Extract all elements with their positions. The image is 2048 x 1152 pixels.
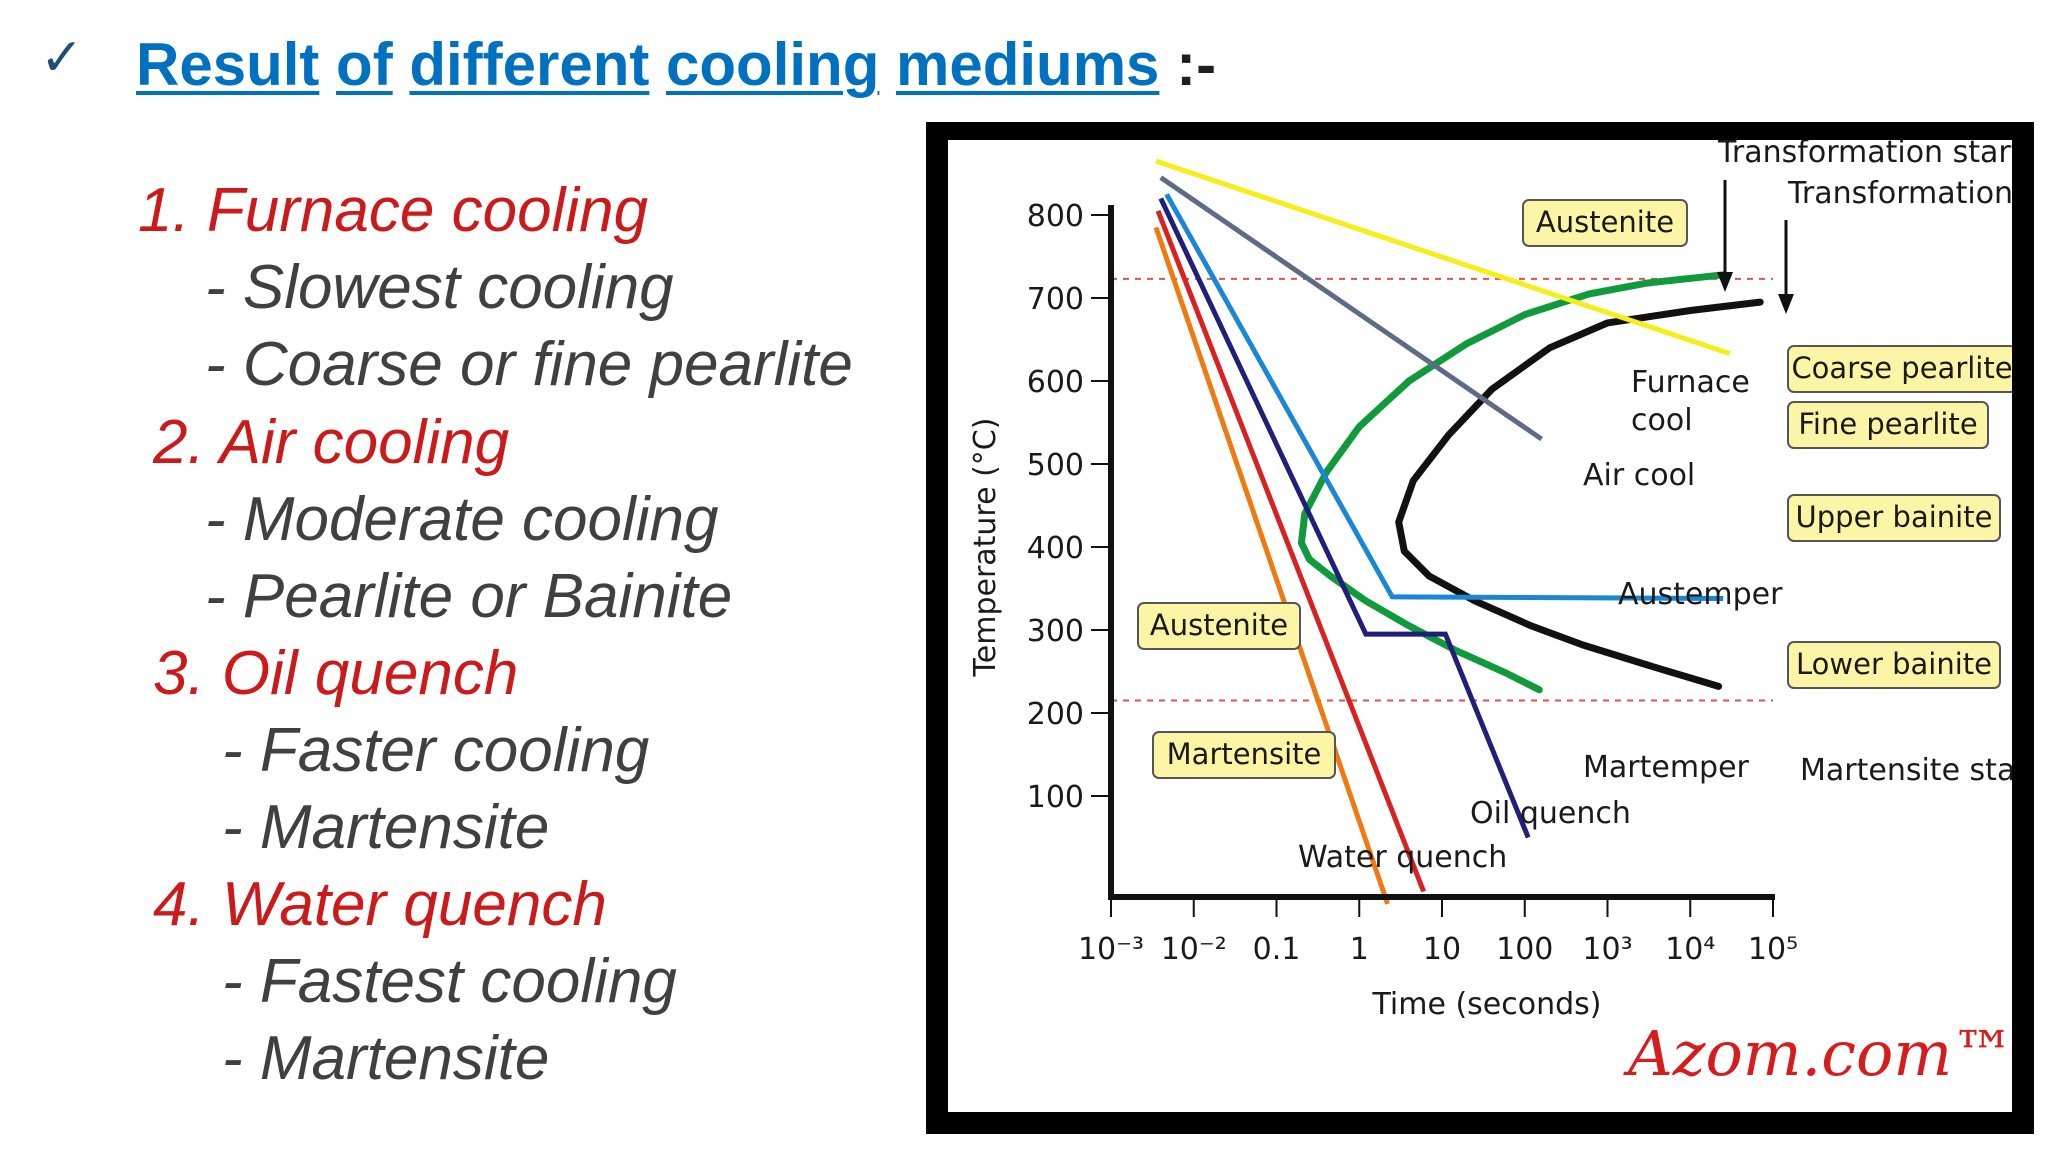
phase-box <box>1152 731 1336 779</box>
list-item-label: 2. Air cooling <box>153 408 510 477</box>
title-word: of <box>336 31 393 98</box>
phase-box <box>1137 602 1301 650</box>
cooling-series-line <box>1158 197 1531 839</box>
phase-box-label: Austenite <box>1150 608 1288 642</box>
list-item-point: - Fastest cooling <box>222 947 677 1016</box>
x-tick-label: 10 <box>1423 932 1461 967</box>
y-tick-label: 500 <box>1027 448 1084 483</box>
title-word: mediums <box>896 31 1160 98</box>
line-label: Martensite start <box>1800 753 2012 788</box>
x-tick-label: 0.1 <box>1253 932 1301 967</box>
line-label: Water quench <box>1298 840 1507 875</box>
list-item-label: 4. Water quench <box>153 870 607 939</box>
x-tick-label: 10³ <box>1582 932 1632 967</box>
cct-diagram-frame: 100 200 300 400 500 600 700 800 10⁻³ 10⁻² 0.1 1 10 10… <box>926 122 2034 1134</box>
list-item-label: 1. Furnace cooling <box>138 176 649 245</box>
y-axis-title: Temperature (°C) <box>968 418 1003 678</box>
phase-box <box>1522 199 1688 247</box>
cooling-series-line <box>1155 209 1426 893</box>
title-suffix: :- <box>1176 31 1217 98</box>
phase-box-label: Fine pearlite <box>1798 407 1977 441</box>
x-tick-label: 1 <box>1350 932 1369 967</box>
y-tick-label: 700 <box>1027 282 1084 317</box>
arrow-head <box>1717 272 1733 292</box>
line-label: Furnace <box>1631 365 1750 400</box>
cooling-series-line <box>1155 158 1731 356</box>
list-item-point: - Faster cooling <box>222 716 650 785</box>
line-label: Transformation start <box>1717 140 2012 170</box>
line-label: Oil quench <box>1470 796 1631 831</box>
phase-box-label: Lower bainite <box>1796 647 1992 681</box>
slide-title: Result of different cooling mediums :- <box>136 30 1216 99</box>
line-label: Air cool <box>1583 458 1695 493</box>
cooling-series-line <box>1159 175 1544 442</box>
x-tick-label: 100 <box>1496 932 1553 967</box>
phase-box-label: Upper bainite <box>1796 500 1993 534</box>
title-word: different <box>409 31 650 98</box>
phase-box-label: Austenite <box>1536 205 1674 239</box>
list-item-point: - Moderate cooling <box>205 485 719 554</box>
line-label: Transformation end <box>1787 176 2012 211</box>
phase-box <box>1787 494 2001 542</box>
phase-box <box>1787 345 2012 393</box>
list-item-point: - Pearlite or Bainite <box>205 562 733 631</box>
azom-watermark: Azom.com™ <box>1623 1017 2012 1090</box>
phase-box-label: Coarse pearlite <box>1791 351 2012 385</box>
phase-box <box>1787 641 2001 689</box>
checkmark-icon: ✓ <box>40 28 84 88</box>
list-item-label: 3. Oil quench <box>153 639 519 708</box>
x-axis-title: Time (seconds) <box>1372 987 1602 1022</box>
y-tick-label: 100 <box>1027 780 1084 815</box>
list-item-point: - Martensite <box>222 1024 550 1093</box>
x-tick-label: 10⁻³ <box>1078 932 1144 967</box>
phase-box-label: Martensite <box>1167 737 1322 771</box>
y-tick-label: 200 <box>1027 697 1084 732</box>
cct-diagram: 100 200 300 400 500 600 700 800 10⁻³ 10⁻² 0.1 1 10 10… <box>948 140 2012 1112</box>
chart-background <box>948 140 2012 1112</box>
title-word: Result <box>136 31 320 98</box>
cooling-series-line <box>1153 226 1390 905</box>
arrow-head <box>1778 294 1794 314</box>
phase-box <box>1787 401 1989 449</box>
x-tick-label: 10⁴ <box>1665 932 1715 967</box>
y-tick-label: 600 <box>1027 365 1084 400</box>
x-tick-label: 10⁻² <box>1161 932 1227 967</box>
title-word: cooling <box>666 31 880 98</box>
transformation-curve <box>1395 298 1764 690</box>
list-item-point: - Slowest cooling <box>205 253 674 322</box>
list-item-point: - Coarse or fine pearlite <box>205 330 853 399</box>
x-tick-label: 10⁵ <box>1748 932 1798 967</box>
list-item-point: - Martensite <box>222 793 550 862</box>
line-label: Martemper <box>1583 750 1750 785</box>
y-tick-label: 300 <box>1027 614 1084 649</box>
y-tick-label: 400 <box>1027 531 1084 566</box>
cooling-series-line <box>1164 193 1724 601</box>
y-tick-label: 800 <box>1027 199 1084 234</box>
line-label: Austemper <box>1618 577 1783 612</box>
line-label: cool <box>1631 403 1693 438</box>
